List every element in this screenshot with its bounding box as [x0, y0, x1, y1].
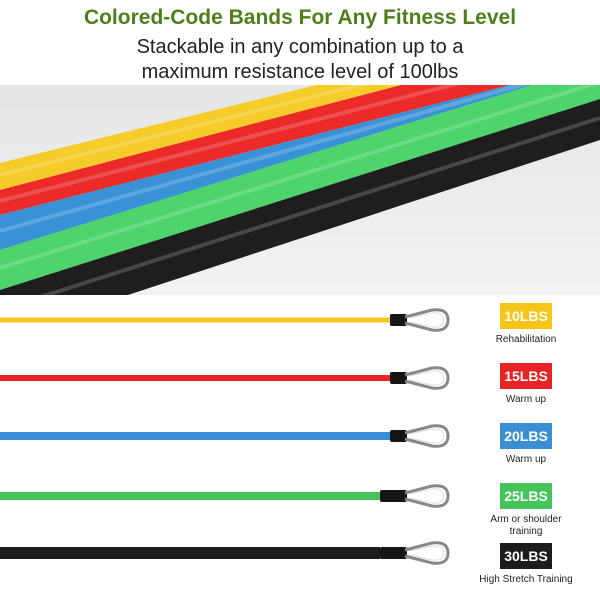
usage-label: Rehabilitation — [495, 334, 557, 345]
weight-badge: 15LBS — [500, 363, 552, 389]
band-cord — [0, 317, 390, 323]
carabiner-highlight — [409, 488, 445, 504]
carabiner-highlight — [409, 370, 445, 386]
weight-badge: 20LBS — [500, 423, 552, 449]
band-closeup-black — [0, 99, 600, 295]
band-cord — [0, 432, 390, 440]
usage-label: Warm up — [505, 394, 547, 405]
carabiner-highlight — [409, 545, 445, 561]
band-sleeve — [390, 430, 407, 442]
band-closeup-green — [0, 85, 600, 290]
usage-label: Arm or shoulder training — [490, 514, 562, 537]
weight-badge: 10LBS — [500, 303, 552, 329]
subtitle-line-1: Stackable in any combination up to a — [136, 36, 464, 58]
weight-badge: 30LBS — [500, 543, 552, 569]
carabiner-icon — [404, 366, 450, 390]
band-cord — [0, 492, 380, 500]
usage-label: Warm up — [505, 454, 547, 465]
band-sleeve — [380, 547, 407, 559]
usage-label: High Stretch Training — [479, 574, 573, 585]
carabiner-highlight — [409, 428, 445, 444]
band-cord — [0, 375, 390, 381]
bands-closeup-photo — [0, 85, 600, 295]
carabiner-highlight — [409, 312, 445, 328]
band-cord — [0, 547, 380, 559]
carabiner-icon — [404, 484, 450, 508]
band-sleeve — [390, 372, 407, 384]
carabiner-icon — [404, 424, 450, 448]
carabiner-icon — [404, 541, 450, 565]
page-title: Colored-Code Bands For Any Fitness Level — [83, 6, 517, 29]
weight-badge: 25LBS — [500, 483, 552, 509]
carabiner-icon — [404, 308, 450, 332]
band-sleeve — [390, 314, 407, 326]
band-sleeve — [380, 490, 407, 502]
subtitle-line-2: maximum resistance level of 100lbs — [141, 61, 459, 83]
band-cords — [0, 308, 450, 565]
